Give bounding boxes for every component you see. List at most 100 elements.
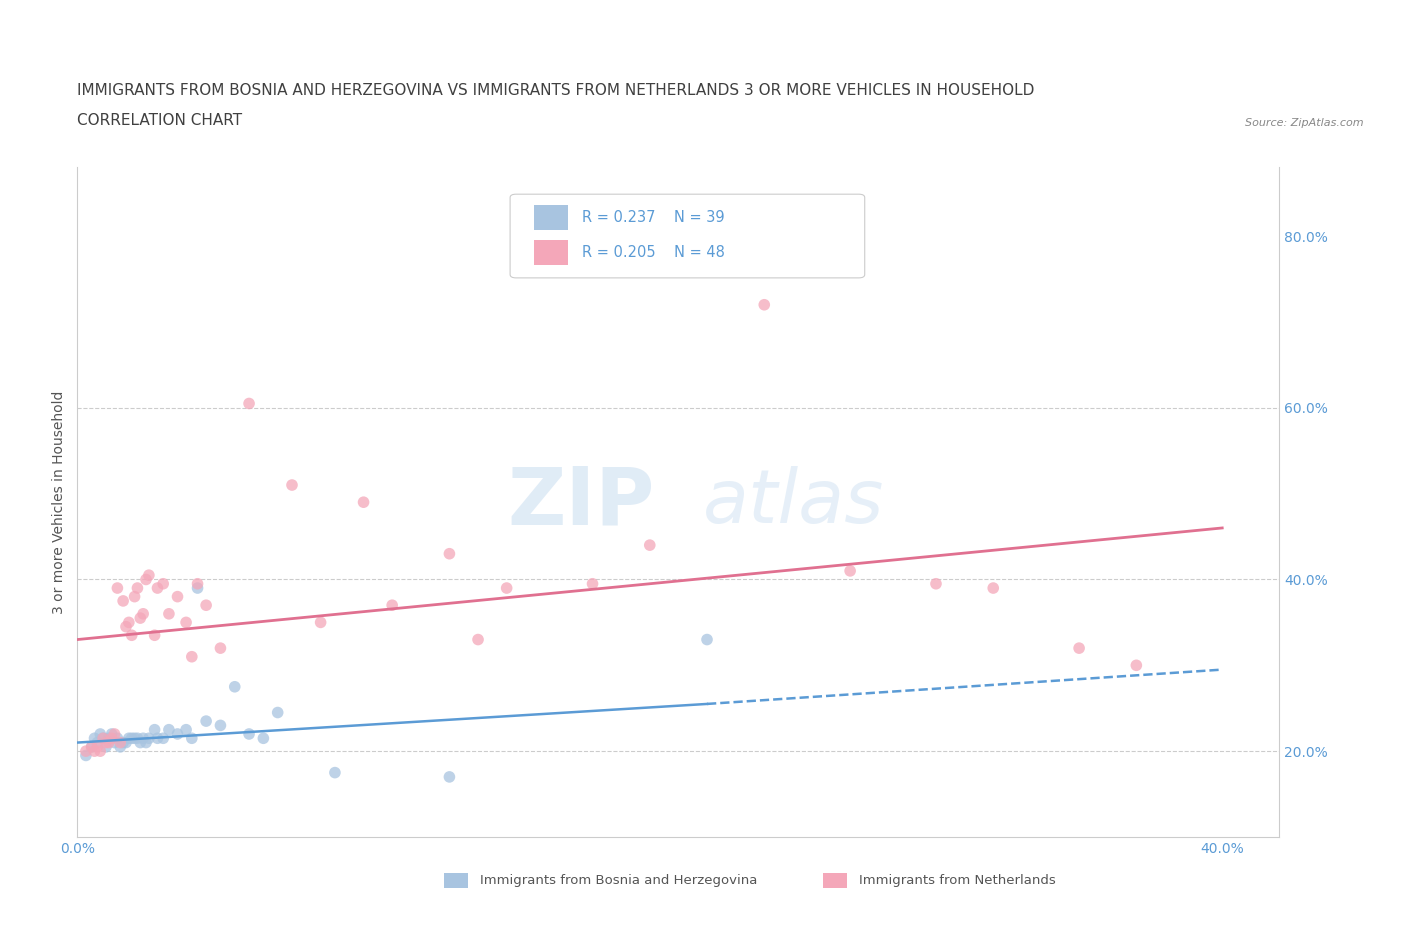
Bar xyxy=(534,240,568,265)
Point xyxy=(100,731,122,746)
Point xyxy=(174,723,197,737)
Point xyxy=(238,726,260,741)
Point xyxy=(143,628,166,643)
Point xyxy=(129,735,152,750)
Point xyxy=(143,723,166,737)
Point xyxy=(581,577,603,591)
Point xyxy=(115,619,138,634)
Point xyxy=(107,580,129,595)
Point xyxy=(252,731,274,746)
Point xyxy=(110,735,132,750)
Point xyxy=(127,731,149,746)
Point xyxy=(121,731,143,746)
Bar xyxy=(534,205,568,231)
Point xyxy=(381,598,404,613)
Point xyxy=(103,735,125,750)
Point xyxy=(80,739,103,754)
Point xyxy=(80,739,103,754)
Point xyxy=(118,615,141,630)
Point xyxy=(1125,658,1147,672)
Point xyxy=(94,735,117,750)
Point xyxy=(981,580,1004,595)
Point xyxy=(166,726,188,741)
Point xyxy=(110,739,132,754)
Point xyxy=(89,726,111,741)
Point xyxy=(112,593,135,608)
Point xyxy=(174,615,197,630)
Point xyxy=(83,731,105,746)
Point xyxy=(209,641,232,656)
Text: Immigrants from Bosnia and Herzegovina: Immigrants from Bosnia and Herzegovina xyxy=(479,874,758,887)
Point xyxy=(103,726,125,741)
Point xyxy=(86,739,108,754)
Y-axis label: 3 or more Vehicles in Household: 3 or more Vehicles in Household xyxy=(52,391,66,614)
Point xyxy=(439,546,461,561)
Text: ZIP: ZIP xyxy=(508,463,654,541)
Point xyxy=(195,598,218,613)
Point xyxy=(754,298,776,312)
Point xyxy=(121,628,143,643)
Point xyxy=(107,731,129,746)
Point xyxy=(238,396,260,411)
Point xyxy=(132,731,155,746)
Point xyxy=(157,723,180,737)
Point xyxy=(224,679,246,694)
Text: CORRELATION CHART: CORRELATION CHART xyxy=(77,113,242,128)
Point xyxy=(135,735,157,750)
Point xyxy=(132,606,155,621)
Point xyxy=(89,744,111,759)
Point xyxy=(309,615,332,630)
Point xyxy=(467,632,489,647)
Bar xyxy=(444,873,468,888)
Bar xyxy=(823,873,846,888)
Point xyxy=(100,726,122,741)
Text: Immigrants from Netherlands: Immigrants from Netherlands xyxy=(859,874,1056,887)
Point xyxy=(135,572,157,587)
Point xyxy=(75,748,97,763)
Point xyxy=(1069,641,1091,656)
Point xyxy=(146,731,169,746)
Point xyxy=(97,735,120,750)
Text: Source: ZipAtlas.com: Source: ZipAtlas.com xyxy=(1246,118,1364,128)
Point xyxy=(186,577,209,591)
Point xyxy=(97,731,120,746)
Point xyxy=(195,713,218,728)
Point xyxy=(91,731,114,746)
Point xyxy=(127,580,149,595)
Point xyxy=(186,580,209,595)
Point xyxy=(839,564,862,578)
Point xyxy=(180,731,202,746)
Point xyxy=(696,632,718,647)
Point xyxy=(152,577,174,591)
Point xyxy=(138,731,160,746)
Point xyxy=(281,478,304,493)
Point xyxy=(439,769,461,784)
Point xyxy=(124,731,146,746)
Point xyxy=(112,735,135,750)
Point xyxy=(129,611,152,626)
Point xyxy=(86,735,108,750)
Point xyxy=(83,744,105,759)
Text: IMMIGRANTS FROM BOSNIA AND HERZEGOVINA VS IMMIGRANTS FROM NETHERLANDS 3 OR MORE : IMMIGRANTS FROM BOSNIA AND HERZEGOVINA V… xyxy=(77,83,1035,98)
Point xyxy=(146,580,169,595)
Point xyxy=(152,731,174,746)
Point xyxy=(157,606,180,621)
Point xyxy=(180,649,202,664)
Point xyxy=(638,538,661,552)
Text: R = 0.237    N = 39: R = 0.237 N = 39 xyxy=(582,210,725,225)
Point xyxy=(323,765,346,780)
Point xyxy=(124,590,146,604)
Text: atlas: atlas xyxy=(703,466,884,538)
FancyBboxPatch shape xyxy=(510,194,865,278)
Text: R = 0.205    N = 48: R = 0.205 N = 48 xyxy=(582,245,725,260)
Point xyxy=(75,744,97,759)
Point xyxy=(267,705,290,720)
Point xyxy=(925,577,948,591)
Point xyxy=(118,731,141,746)
Point xyxy=(166,590,188,604)
Point xyxy=(115,735,138,750)
Point xyxy=(91,731,114,746)
Point xyxy=(495,580,517,595)
Point xyxy=(138,567,160,582)
Point xyxy=(209,718,232,733)
